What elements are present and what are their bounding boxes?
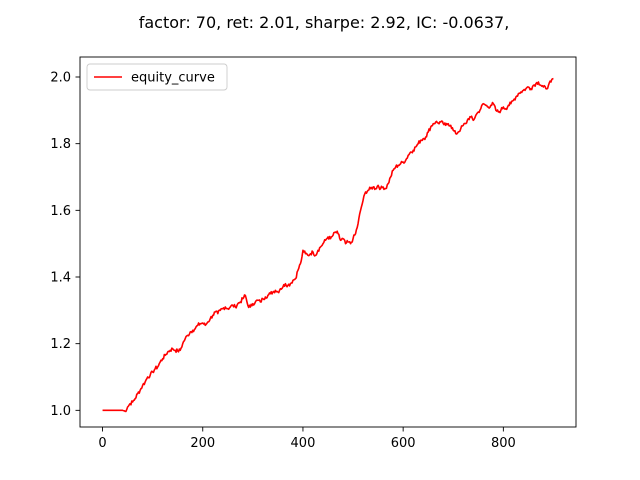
plot-frame [79, 56, 577, 428]
y-axis: 1.0 1.2 1.4 1.6 1.8 2.0 [50, 71, 80, 419]
y-tick-label: 1.6 [50, 204, 71, 219]
chart-title: factor: 70, ret: 2.01, sharpe: 2.92, IC:… [139, 13, 510, 32]
plot-area [102, 77, 554, 413]
y-tick-label: 1.2 [50, 337, 71, 352]
x-tick-label: 0 [98, 436, 106, 451]
x-tick-label: 200 [190, 436, 215, 451]
x-tick-label: 600 [391, 436, 416, 451]
legend-box [86, 63, 228, 91]
x-tick-label: 800 [491, 436, 516, 451]
y-tick-label: 1.8 [50, 137, 71, 152]
series-line-equity-curve [102, 77, 554, 413]
series-layer [102, 77, 554, 413]
x-tick-label: 400 [291, 436, 316, 451]
x-axis: 0 200 400 600 800 [98, 427, 516, 451]
legend-label-equity-curve: equity_curve [131, 71, 215, 86]
y-tick-label: 1.0 [50, 404, 71, 419]
legend: equity_curve [86, 63, 228, 91]
y-tick-label: 1.4 [50, 271, 71, 286]
y-tick-label: 2.0 [50, 71, 71, 86]
